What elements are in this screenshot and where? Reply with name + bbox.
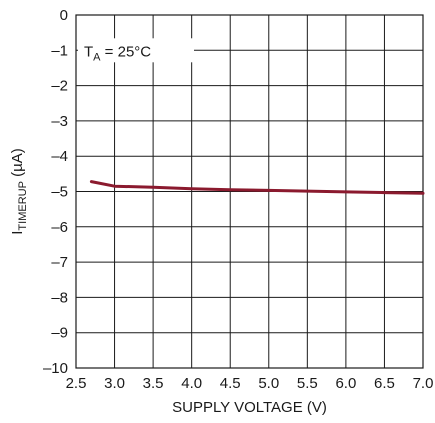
y-tick-label: –5 bbox=[51, 184, 68, 201]
y-axis-label: ITIMERUP (µA) bbox=[9, 148, 29, 234]
annotation-base: T bbox=[84, 43, 93, 60]
y-tick-label: 0 bbox=[60, 7, 68, 24]
x-tick-label: 5.5 bbox=[297, 375, 318, 392]
x-axis-label: SUPPLY VOLTAGE (V) bbox=[172, 399, 327, 416]
y-tick-label: –3 bbox=[51, 113, 68, 130]
y-axis-label-subscript: TIMERUP bbox=[17, 181, 29, 231]
x-tick-labels: 2.5 3.0 3.5 4.0 4.5 5.0 5.5 6.0 6.5 7.0 bbox=[66, 375, 434, 392]
y-tick-label: –9 bbox=[51, 325, 68, 342]
x-tick-label: 2.5 bbox=[66, 375, 87, 392]
y-tick-label: –2 bbox=[51, 78, 68, 95]
series-line bbox=[89, 180, 425, 195]
x-tick-label: 7.0 bbox=[413, 375, 434, 392]
y-tick-labels: 0 –1 –2 –3 –4 –5 –6 –7 –8 –9 –10 bbox=[43, 7, 68, 377]
annotation-subscript: A bbox=[93, 51, 101, 63]
annotation-background bbox=[78, 38, 194, 63]
x-tick-label: 3.0 bbox=[104, 375, 125, 392]
y-axis-label-unit: (µA) bbox=[9, 148, 26, 181]
y-tick-label: –10 bbox=[43, 360, 68, 377]
y-tick-label: –1 bbox=[51, 42, 68, 59]
x-tick-label: 3.5 bbox=[143, 375, 164, 392]
x-tick-label: 4.0 bbox=[181, 375, 202, 392]
x-tick-label: 4.5 bbox=[220, 375, 241, 392]
x-tick-label: 6.0 bbox=[335, 375, 356, 392]
y-tick-label: –6 bbox=[51, 219, 68, 236]
y-tick-label: –4 bbox=[51, 148, 68, 165]
series-layer bbox=[89, 180, 425, 195]
y-tick-label: –7 bbox=[51, 254, 68, 271]
annotation-box: TA = 25°C bbox=[78, 38, 194, 63]
y-tick-label: –8 bbox=[51, 289, 68, 306]
x-tick-label: 5.0 bbox=[258, 375, 279, 392]
plot-border bbox=[75, 14, 424, 369]
annotation-rest: = 25°C bbox=[101, 43, 152, 60]
x-tick-label: 6.5 bbox=[374, 375, 395, 392]
temperature-annotation: TA = 25°C bbox=[84, 43, 151, 63]
y-axis-label-base: I bbox=[9, 231, 26, 235]
